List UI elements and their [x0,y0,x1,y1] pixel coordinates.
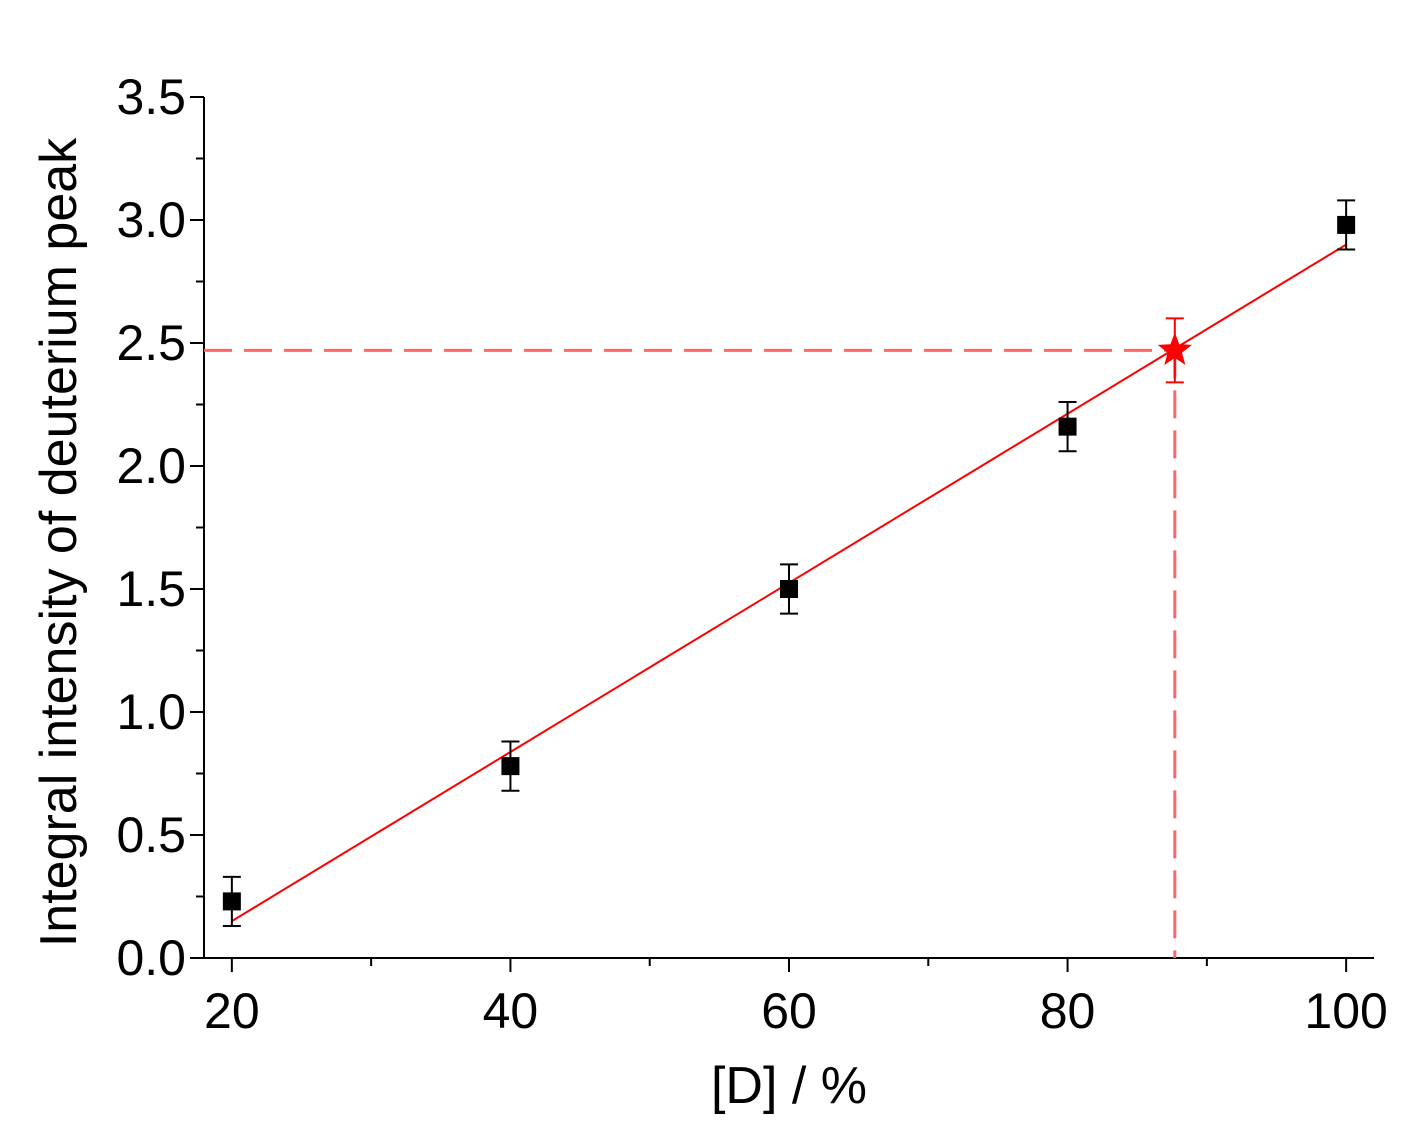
y-axis-title: Integral intensity of deuterium peak [30,137,88,947]
y-tick-label: 3.5 [116,69,186,125]
square-marker [222,892,241,911]
x-tick-label: 60 [761,983,817,1039]
data-points [222,199,1356,928]
star-marker [1157,332,1192,365]
x-tick-label: 100 [1304,983,1387,1039]
y-tick-label: 3.0 [116,192,186,248]
y-tick-label: 0.5 [116,807,186,863]
y-tick-label: 1.0 [116,684,186,740]
square-marker [1337,215,1356,234]
x-tick-label: 40 [483,983,539,1039]
y-tick-label: 0.0 [116,930,186,986]
x-tick-label: 80 [1040,983,1096,1039]
guide-lines [204,348,1177,958]
y-tick-label: 1.5 [116,561,186,617]
square-marker [780,580,798,598]
square-marker [501,757,520,776]
y-tick-label: 2.0 [116,438,186,494]
axes [190,96,1374,972]
x-tick-label: 20 [204,983,260,1039]
square-marker [1058,417,1077,436]
x-axis-title: [D] / % [711,1057,867,1115]
y-tick-label: 2.5 [116,315,186,371]
tick-labels: 0.0 0.5 1.0 1.5 2.0 2.5 3.0 3.5 20 40 60 80 100 [116,69,1387,1039]
